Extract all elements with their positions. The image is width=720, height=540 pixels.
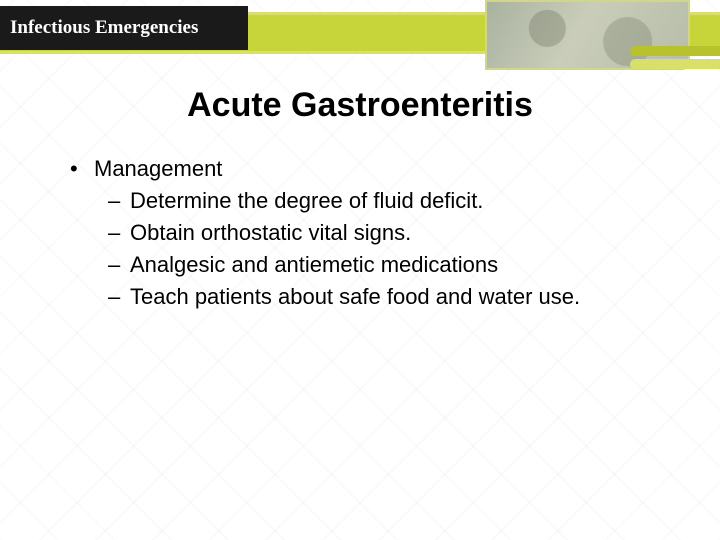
bullet-marker: • [70,153,94,185]
section-title-box: Infectious Emergencies [0,6,248,50]
sub-bullet-text: Determine the degree of fluid deficit. [130,185,483,217]
sub-bullet-marker: – [108,249,130,281]
corner-accent [630,46,720,74]
sub-bullet-marker: – [108,217,130,249]
sub-bullet-text: Teach patients about safe food and water… [130,281,580,313]
section-title: Infectious Emergencies [10,17,198,39]
slide-title: Acute Gastroenteritis [0,86,720,125]
corner-bar-1 [630,46,720,56]
corner-bar-2 [630,59,720,69]
bullet-text: Management [94,153,222,185]
bullet-level2: – Teach patients about safe food and wat… [108,281,720,313]
bullet-level2: – Obtain orthostatic vital signs. [108,217,720,249]
sub-bullet-marker: – [108,185,130,217]
sub-bullet-text: Analgesic and antiemetic medications [130,249,498,281]
sub-bullet-marker: – [108,281,130,313]
slide-body: • Management – Determine the degree of f… [0,153,720,312]
bullet-level1: • Management [70,153,720,185]
sub-bullet-list: – Determine the degree of fluid deficit.… [70,185,720,313]
sub-bullet-text: Obtain orthostatic vital signs. [130,217,411,249]
bullet-level2: – Determine the degree of fluid deficit. [108,185,720,217]
bullet-level2: – Analgesic and antiemetic medications [108,249,720,281]
slide-header: Infectious Emergencies [0,0,720,72]
